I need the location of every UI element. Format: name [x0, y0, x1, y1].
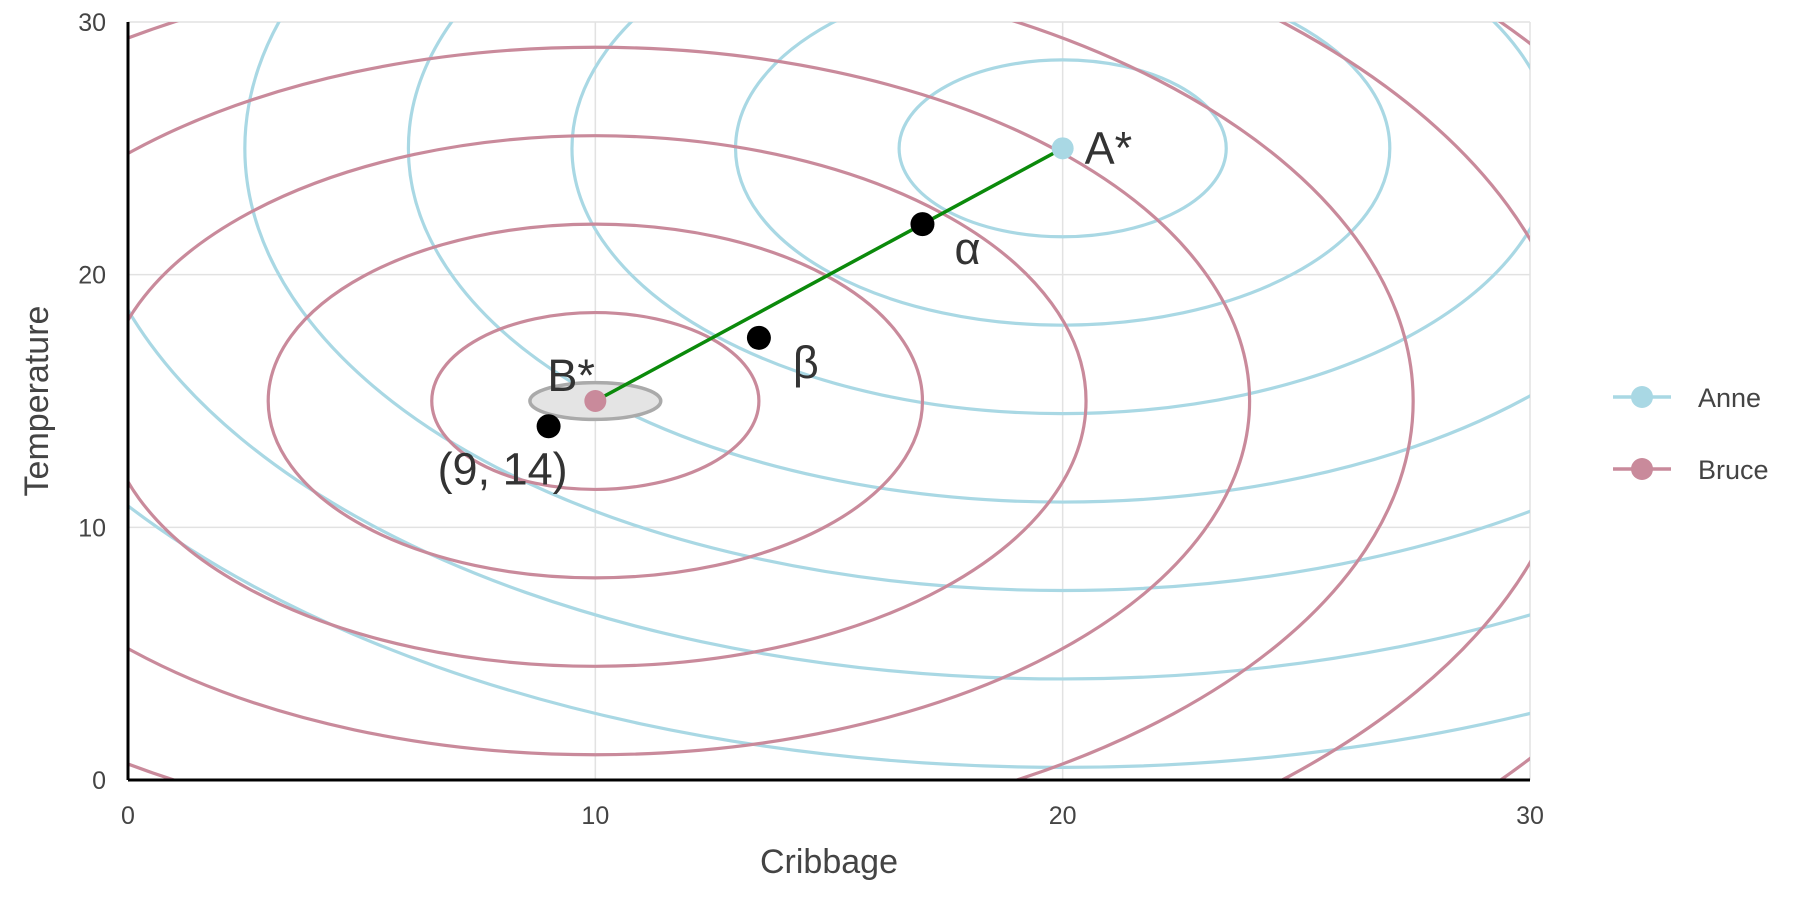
bruce-ideal-label: B*: [547, 350, 595, 401]
point-label: β: [793, 337, 819, 388]
x-tick-label: 20: [1049, 802, 1077, 830]
anne-ideal-label: A*: [1085, 122, 1133, 173]
anne-contour-6: [128, 306, 1530, 681]
x-tick-label: 10: [581, 802, 609, 830]
point-marker: [746, 325, 771, 350]
grid-lines: [127, 21, 1531, 781]
bruce-contour-7: [1497, 22, 1530, 780]
x-tick-label: 0: [121, 802, 135, 830]
anne-ideal-point: [1051, 137, 1074, 160]
anne-contour-1: [897, 58, 1228, 239]
bruce-ideal-point: [584, 390, 607, 412]
legend-marker-anne: [1631, 386, 1653, 408]
y-tick-label: 30: [78, 9, 106, 37]
point-marker: [910, 212, 935, 237]
anne-contour-5: [243, 22, 1530, 592]
anne-contour-4: [406, 22, 1530, 504]
y-tick-label: 0: [92, 767, 106, 795]
bruce-contour-2: [266, 222, 925, 580]
point-label: α: [954, 223, 980, 274]
bruce-contour-3: [128, 134, 1088, 668]
anne-contour-3: [570, 22, 1530, 416]
bruce-contour-1: [430, 310, 761, 492]
point-marker: [536, 414, 561, 439]
legend: Anne Bruce: [1613, 383, 1769, 485]
legend-label-anne: Anne: [1698, 383, 1761, 413]
legend-marker-bruce: [1631, 458, 1653, 480]
bruce-contour-6: [1278, 22, 1530, 780]
axes: 0 10 20 30 0 10 20 30 Cribbage Temperature: [18, 9, 1544, 881]
contract-line: [594, 146, 1064, 403]
bruce-contour-5: [128, 22, 1415, 780]
x-tick-label: 30: [1516, 802, 1544, 830]
y-axis-title: Temperature: [18, 306, 56, 497]
annotations: A* B* α β (9, 14): [438, 122, 1133, 494]
bruce-contour-4: [128, 45, 1252, 757]
y-tick-label: 20: [78, 262, 106, 290]
y-tick-label: 10: [78, 514, 106, 542]
legend-label-bruce: Bruce: [1698, 455, 1769, 485]
point-label: (9, 14): [438, 443, 568, 494]
x-axis-title: Cribbage: [760, 843, 898, 881]
anne-contour-7: [128, 503, 1530, 769]
